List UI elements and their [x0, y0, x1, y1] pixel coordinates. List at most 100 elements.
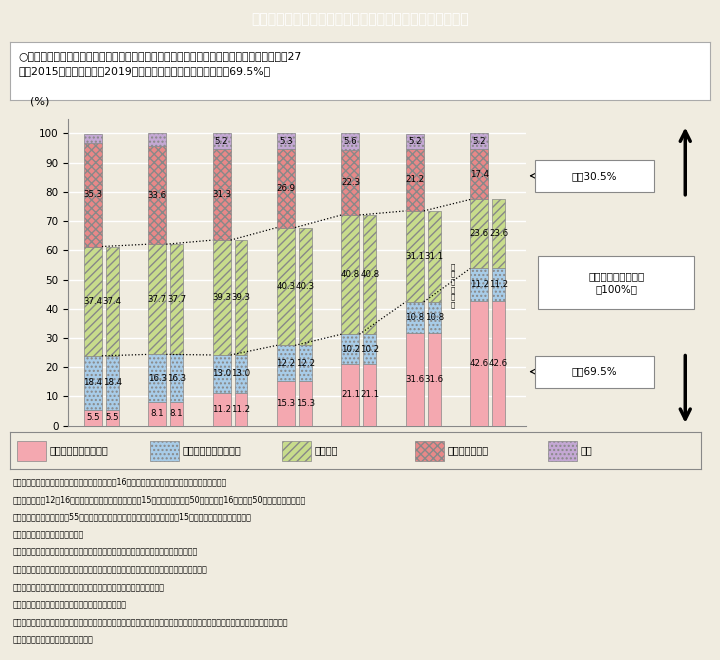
Bar [341, 364, 359, 426]
Text: 18.4: 18.4 [84, 378, 102, 387]
Text: 33.6: 33.6 [148, 191, 167, 199]
Text: 31.6: 31.6 [425, 375, 444, 384]
Text: 休無し」に含めている。: 休無し」に含めている。 [12, 636, 93, 645]
Text: ○第１子出産前に就業していた女性の就業継続率（第１子出産後）は上昇傾向にあり、平成27
　（2015）から令和元（2019）年に第１子を出産した女性では69.5: ○第１子出産前に就業していた女性の就業継続率（第１子出産後）は上昇傾向にあり、平… [19, 51, 302, 76]
Text: 40.3: 40.3 [296, 282, 315, 291]
Bar [492, 269, 505, 301]
Bar [406, 333, 424, 426]
Text: 40.8: 40.8 [360, 270, 379, 279]
Text: 18.4: 18.4 [103, 378, 122, 387]
Text: 37.7: 37.7 [148, 295, 167, 304]
Bar [212, 148, 230, 240]
Text: 39.3: 39.3 [231, 293, 251, 302]
Text: 12.2: 12.2 [276, 358, 296, 368]
Text: 21.2: 21.2 [405, 176, 424, 184]
Text: 妊婦前から無職　　　－妊娠判明時無職: 妊婦前から無職 －妊娠判明時無職 [12, 601, 126, 610]
Bar [106, 356, 119, 410]
Text: 17.4: 17.4 [469, 170, 489, 179]
Bar [84, 143, 102, 247]
Text: 5.2: 5.2 [408, 137, 422, 146]
Bar [428, 211, 441, 302]
Text: 無職30.5%: 無職30.5% [572, 171, 617, 181]
Text: 就業継続（育休無し）－妊娠判明時就業～育児休業取得無し～子供１歳時就業: 就業継続（育休無し）－妊娠判明時就業～育児休業取得無し～子供１歳時就業 [12, 566, 207, 574]
Text: >57.7%: >57.7% [409, 449, 443, 458]
Text: 11.2: 11.2 [212, 405, 231, 414]
Bar [212, 393, 230, 426]
Text: 21.1: 21.1 [341, 390, 360, 399]
Text: ２．第12～16回調査を合わせて集計。対象は第15回以前は妻の年齢50歳未満、第16回は妻が50歳未満で結婚し、妻: ２．第12～16回調査を合わせて集計。対象は第15回以前は妻の年齢50歳未満、第… [12, 495, 305, 504]
Text: 26.9: 26.9 [276, 183, 295, 193]
Text: >69.5%: >69.5% [474, 449, 507, 458]
Text: (%): (%) [30, 96, 49, 106]
Text: 13.0: 13.0 [231, 370, 251, 378]
Text: >39.3%: >39.3% [151, 449, 185, 458]
Text: 5.2: 5.2 [215, 137, 228, 145]
Text: >40.5%: >40.5% [280, 449, 314, 458]
Text: 就業継続（育休利用）: 就業継続（育休利用） [50, 446, 108, 455]
Bar [148, 354, 166, 402]
Bar [148, 244, 166, 354]
Bar [277, 133, 295, 149]
Bar [170, 402, 183, 426]
Text: 有職69.5%: 有職69.5% [572, 366, 617, 377]
Text: 10.8: 10.8 [405, 313, 424, 322]
Text: 出
産
前
有
職
量: 出 産 前 有 職 量 [451, 263, 455, 308]
Text: 5.3: 5.3 [279, 137, 293, 146]
Bar [282, 441, 312, 461]
Bar [406, 134, 424, 149]
Text: ２－５図　子供の出生年別第１子出産前後の妻の就業経歴: ２－５図 子供の出生年別第１子出産前後の妻の就業経歴 [251, 12, 469, 26]
Bar [235, 393, 248, 426]
Text: 5.5: 5.5 [86, 413, 99, 422]
Bar [148, 146, 166, 244]
Text: 11.2: 11.2 [469, 280, 489, 289]
Text: 16.3: 16.3 [148, 374, 167, 383]
Bar [428, 302, 441, 333]
Text: 8.1: 8.1 [150, 409, 164, 418]
Bar [364, 334, 377, 364]
Text: 22.3: 22.3 [341, 178, 360, 187]
Bar [406, 302, 424, 333]
Bar [84, 356, 102, 410]
Bar [84, 247, 102, 356]
Text: （備考）１．国立社会保障・人口問題研究所「第16回出生動向基本調査（夫婦調査）」より作成。: （備考）１．国立社会保障・人口問題研究所「第16回出生動向基本調査（夫婦調査）」… [12, 477, 226, 486]
Text: 15.3: 15.3 [296, 399, 315, 408]
Text: 13.0: 13.0 [212, 370, 231, 378]
Bar [212, 355, 230, 393]
Text: ３．出産前後の就業経歴: ３．出産前後の就業経歴 [12, 530, 84, 539]
Text: 31.1: 31.1 [425, 252, 444, 261]
Text: 出産退職　　　　　　－妊娠判明時就業～子供１歳時無職: 出産退職 －妊娠判明時就業～子供１歳時無職 [12, 583, 164, 592]
Bar [492, 199, 505, 269]
Bar [470, 133, 488, 149]
Bar [535, 356, 654, 387]
Text: 5.6: 5.6 [343, 137, 357, 146]
Bar [277, 381, 295, 426]
Text: の調査時年齢55歳未満の初婚どうしの夫婦。第１子が１歳以上15歳未満の夫婦について集計。: の調査時年齢55歳未満の初婚どうしの夫婦。第１子が１歳以上15歳未満の夫婦につい… [12, 513, 251, 521]
Text: 16.3: 16.3 [167, 374, 186, 383]
Bar [364, 364, 377, 426]
Text: 就業継続（育休無し）: 就業継続（育休無し） [182, 446, 241, 455]
Bar [539, 256, 694, 309]
Bar [170, 244, 183, 354]
Bar [341, 150, 359, 215]
Text: 第１子出産前有職者
（100%）: 第１子出産前有職者 （100%） [588, 271, 644, 294]
Bar [148, 402, 166, 426]
Text: 31.3: 31.3 [212, 190, 231, 199]
Bar [406, 211, 424, 302]
Bar [235, 355, 248, 393]
Text: >39.0%: >39.0% [87, 449, 120, 458]
Text: 21.1: 21.1 [360, 390, 379, 399]
Text: 不詳: 不詳 [580, 446, 592, 455]
Bar [548, 441, 577, 461]
Bar [277, 228, 295, 345]
Text: 10.2: 10.2 [360, 345, 379, 354]
Text: 35.3: 35.3 [84, 191, 102, 199]
Text: 8.1: 8.1 [170, 409, 184, 418]
Text: 10.2: 10.2 [341, 345, 360, 354]
Text: >43.4%: >43.4% [345, 449, 378, 458]
Bar [106, 410, 119, 426]
Text: 23.6: 23.6 [489, 230, 508, 238]
Text: 就業継続（育休利用）－妊娠判明時就業～育児休業取得～子供１歳時就業: 就業継続（育休利用）－妊娠判明時就業～育児休業取得～子供１歳時就業 [12, 548, 197, 557]
Text: 11.2: 11.2 [231, 405, 251, 414]
Text: 5.2: 5.2 [472, 137, 486, 145]
Bar [299, 345, 312, 381]
